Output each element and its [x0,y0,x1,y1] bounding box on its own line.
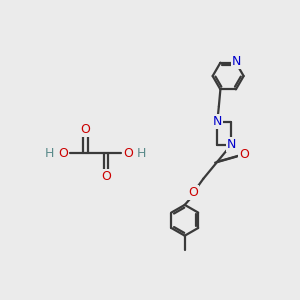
Text: O: O [123,147,133,160]
Text: N: N [213,115,222,128]
Text: H: H [45,147,55,160]
Text: O: O [101,169,111,183]
Text: O: O [188,186,198,199]
Text: O: O [58,147,68,160]
Text: H: H [137,147,146,160]
Text: N: N [226,138,236,151]
Text: N: N [232,56,242,68]
Text: O: O [81,123,91,136]
Text: O: O [239,148,249,161]
